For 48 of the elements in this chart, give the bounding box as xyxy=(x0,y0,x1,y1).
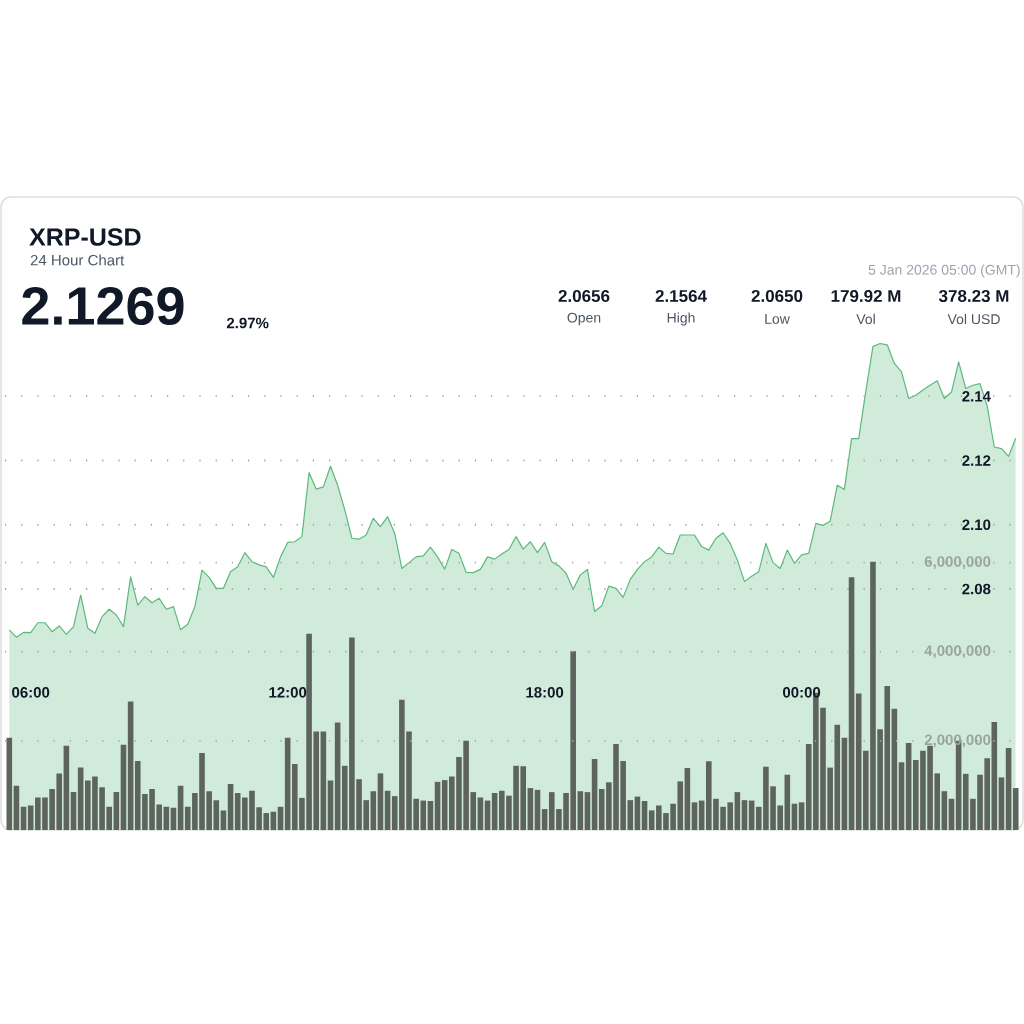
annotation: Open xyxy=(567,312,601,326)
bar xyxy=(641,801,648,830)
bar xyxy=(113,792,120,830)
bar xyxy=(691,802,698,830)
annotation: 179.92 M xyxy=(831,289,901,302)
bar xyxy=(70,792,77,830)
annotation: 2.0650 xyxy=(751,289,803,302)
annotation: Low xyxy=(765,314,790,324)
y2-tick-label: 6,000,000 xyxy=(924,556,991,569)
bar xyxy=(998,777,1005,830)
annotation: 5 Jan 2026 05:00 (GMT) xyxy=(868,264,1020,278)
bar xyxy=(941,791,948,830)
y-tick-label: 2.10 xyxy=(962,519,991,531)
bar xyxy=(898,762,905,830)
bar xyxy=(1012,788,1019,830)
y2-tick-label: 2,000,000 xyxy=(924,734,991,748)
annotation: 2.97% xyxy=(226,317,269,329)
annotation: 378.23 M xyxy=(938,289,1009,303)
annotation: 2.1564 xyxy=(655,289,707,302)
bar xyxy=(220,810,227,830)
annotation: High xyxy=(667,312,695,326)
text: 24 Hour Chart xyxy=(30,254,125,266)
bar xyxy=(798,802,805,830)
annotation: Vol xyxy=(856,313,875,325)
bar xyxy=(320,731,327,830)
text: XRP-USD xyxy=(29,228,141,246)
bar xyxy=(734,792,741,830)
bar xyxy=(27,805,34,830)
x-tick-label: 18:00 xyxy=(526,687,564,698)
x-tick-label: 06:00 xyxy=(12,687,50,698)
bar xyxy=(584,792,591,830)
annotation: 2.1269 xyxy=(22,286,184,326)
annotation: 2.0656 xyxy=(558,289,610,302)
bar xyxy=(377,773,384,830)
bar xyxy=(427,801,434,830)
bar xyxy=(370,791,377,830)
bar xyxy=(477,797,484,830)
bar xyxy=(577,791,584,830)
y2-tick-label: 4,000,000 xyxy=(924,645,991,659)
bar xyxy=(648,810,655,830)
y-tick-label: 2.08 xyxy=(962,583,991,595)
bar xyxy=(741,800,748,830)
x-tick-label: 00:00 xyxy=(783,687,821,698)
bar xyxy=(541,809,548,830)
annotation: Vol USD xyxy=(947,313,1000,325)
y-tick-label: 2.14 xyxy=(962,390,991,402)
x-tick-label: 12:00 xyxy=(269,687,307,698)
y-tick-label: 2.12 xyxy=(962,455,991,466)
